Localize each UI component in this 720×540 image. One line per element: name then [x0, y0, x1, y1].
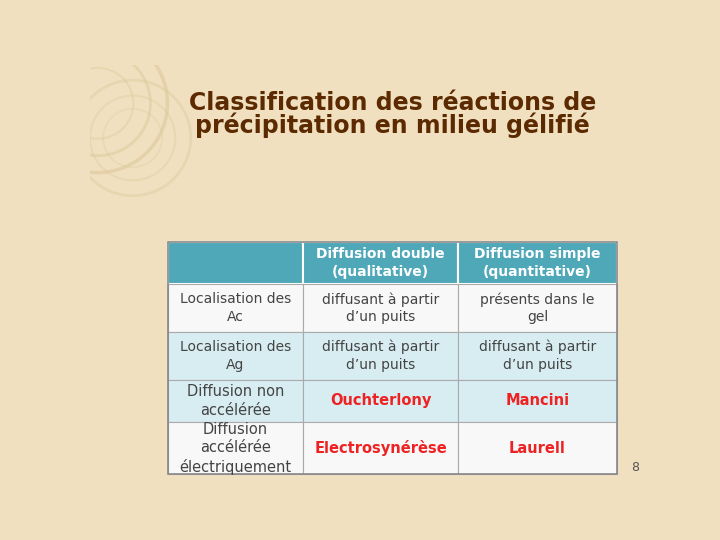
Bar — [303, 422, 458, 475]
Bar — [168, 332, 303, 380]
Bar — [303, 242, 458, 284]
Text: Diffusion non
accélérée: Diffusion non accélérée — [186, 384, 284, 418]
Text: présents dans le
gel: présents dans le gel — [480, 292, 595, 324]
Text: Diffusion
accélérée
électriquement: Diffusion accélérée électriquement — [179, 422, 292, 475]
Text: 8: 8 — [631, 462, 639, 475]
Bar — [168, 242, 303, 284]
Text: diffusant à partir
d’un puits: diffusant à partir d’un puits — [479, 340, 596, 372]
Bar — [458, 284, 617, 332]
Bar — [303, 332, 458, 380]
Bar — [168, 242, 617, 475]
Bar — [458, 380, 617, 422]
Bar — [168, 422, 303, 475]
Text: Classification des réactions de: Classification des réactions de — [189, 91, 596, 116]
Bar — [458, 422, 617, 475]
Text: Diffusion simple
(quantitative): Diffusion simple (quantitative) — [474, 247, 600, 279]
Text: Electrosynérèse: Electrosynérèse — [314, 440, 447, 456]
Text: Localisation des
Ac: Localisation des Ac — [180, 293, 291, 324]
Text: Localisation des
Ag: Localisation des Ag — [180, 340, 291, 372]
Text: diffusant à partir
d’un puits: diffusant à partir d’un puits — [322, 340, 439, 372]
Text: diffusant à partir
d’un puits: diffusant à partir d’un puits — [322, 292, 439, 324]
Bar — [168, 284, 303, 332]
Text: Diffusion double
(qualitative): Diffusion double (qualitative) — [316, 247, 445, 279]
Text: Mancini: Mancini — [505, 394, 570, 408]
Text: Ouchterlony: Ouchterlony — [330, 394, 431, 408]
Bar — [303, 284, 458, 332]
Bar — [168, 380, 303, 422]
Text: Laurell: Laurell — [509, 441, 566, 456]
Text: précipitation en milieu gélifié: précipitation en milieu gélifié — [195, 112, 590, 138]
Bar — [303, 380, 458, 422]
Bar — [458, 242, 617, 284]
Bar — [458, 332, 617, 380]
